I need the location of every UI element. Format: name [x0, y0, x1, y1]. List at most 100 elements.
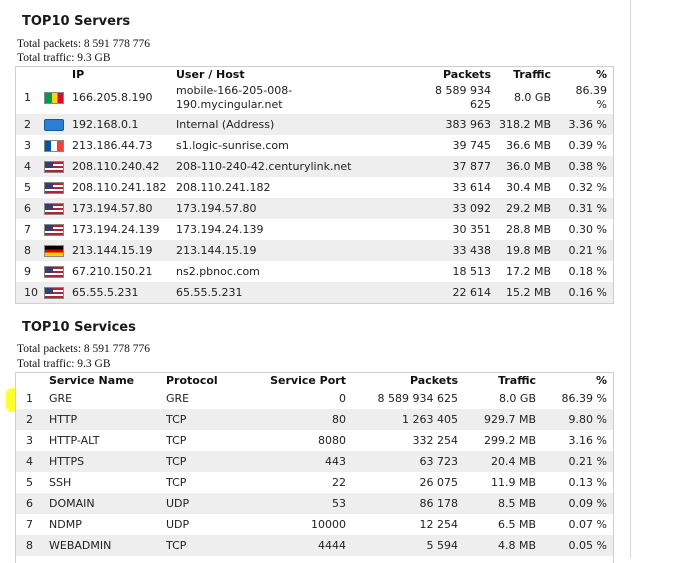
services-body: 1 GRE GRE 0 8 589 934 625 8.0 GB 86.39 % 2 HTTP T…: [16, 388, 613, 556]
table-row: 6 173.194.57.80 173.194.57.80 33 092 29.2 MB…: [16, 198, 613, 219]
table-row: 3 213.186.44.73 s1.logic-sunrise.com 39 745…: [16, 135, 613, 156]
services-total-traffic: Total traffic: 9.3 GB: [17, 358, 111, 370]
table-row: 9 67.210.150.21 ns2.pbnoc.com 18 513 17.2 MB…: [16, 261, 613, 282]
table-row: 2 192.168.0.1 Internal (Address) 383 963 318…: [16, 114, 613, 135]
row-number: 10: [24, 286, 38, 299]
services-header-row: Service Name Protocol Service Port Packe…: [16, 373, 613, 388]
traffic: 17.2 MB: [505, 265, 551, 278]
traffic: 20.4 MB: [490, 455, 536, 468]
page-right-border: [630, 0, 631, 558]
us-flag-icon: [44, 203, 64, 215]
percent: 0.16 %: [568, 286, 607, 299]
table-row: 8 213.144.15.19 213.144.15.19 33 438 19.8 MB…: [16, 240, 613, 261]
col-pct-header: %: [595, 374, 607, 387]
table-row: 7 173.194.24.139 173.194.24.139 30 351 28.8 …: [16, 219, 613, 240]
row-number: 5: [26, 476, 33, 489]
protocol: GRE: [166, 392, 190, 405]
traffic: 19.8 MB: [505, 244, 551, 257]
service-name: HTTP-ALT: [49, 434, 100, 447]
traffic: 8.0 GB: [498, 392, 536, 405]
table-row: 5 208.110.241.182 208.110.241.182 33 614 30.…: [16, 177, 613, 198]
host: Internal (Address): [176, 118, 275, 131]
pct-line-2: %: [596, 98, 607, 111]
wl-flag-icon: [44, 92, 64, 104]
us-flag-icon: [44, 224, 64, 236]
traffic: 30.4 MB: [505, 181, 551, 194]
percent: 0.39 %: [568, 139, 607, 152]
host: ns2.pbnoc.com: [176, 265, 260, 278]
col-protocol-header: Protocol: [166, 374, 218, 387]
us-flag-icon: [44, 161, 64, 173]
servers-header-row: IP User / Host Packets Traffic %: [16, 67, 613, 82]
table-row: 10 65.55.5.231 65.55.5.231 22 614 15.2 MB 0.1…: [16, 282, 613, 303]
table-row: 7 NDMP UDP 10000 12 254 6.5 MB 0.07 %: [16, 514, 613, 535]
host: 173.194.24.139: [176, 223, 264, 236]
service-port: 53: [332, 497, 346, 510]
percent: 0.21 %: [568, 244, 607, 257]
packets: 37 877: [452, 160, 492, 173]
services-title: TOP10 Services: [22, 320, 136, 335]
packets: 22 614: [452, 286, 492, 299]
packets: 86 178: [419, 497, 459, 510]
percent: 0.07 %: [568, 518, 607, 531]
percent: 0.38 %: [568, 160, 607, 173]
host: 208-110-240-42.centurylink.net: [176, 160, 352, 173]
service-port: 22: [332, 476, 346, 489]
table-row: 1 GRE GRE 0 8 589 934 625 8.0 GB 86.39 %: [16, 388, 613, 409]
packets: 8 589 934 625: [377, 392, 458, 405]
service-name: GRE: [49, 392, 73, 405]
percent: 0.18 %: [568, 265, 607, 278]
traffic: 6.5 MB: [497, 518, 536, 531]
traffic: 318.2 MB: [498, 118, 551, 131]
packets: 33 614: [452, 181, 492, 194]
col-traffic-header: Traffic: [513, 68, 551, 81]
service-port: 4444: [318, 539, 346, 552]
traffic: 299.2 MB: [483, 434, 536, 447]
packets: 33 092: [452, 202, 492, 215]
percent: 0.21 %: [568, 455, 607, 468]
packets: 332 254: [412, 434, 459, 447]
servers-table: IP User / Host Packets Traffic % 1 166.20…: [15, 66, 614, 304]
services-total-packets: Total packets: 8 591 778 776: [17, 343, 151, 355]
packets: 63 723: [419, 455, 459, 468]
ip-address: 65.55.5.231: [72, 286, 139, 299]
protocol: TCP: [166, 413, 187, 426]
traffic: 11.9 MB: [490, 476, 536, 489]
col-packets-header: Packets: [443, 68, 491, 81]
packets: 30 351: [452, 223, 492, 236]
percent: 0.13 %: [568, 476, 607, 489]
percent: 86.39 %: [561, 392, 607, 405]
table-row: 4 208.110.240.42 208-110-240-42.centurylin…: [16, 156, 613, 177]
servers-body: 1 166.205.8.190 mobile-166-205-008- 190.myc…: [16, 82, 613, 303]
row-number: 4: [24, 160, 31, 173]
row-number: 7: [26, 518, 33, 531]
protocol: TCP: [166, 434, 187, 447]
row-number: 6: [24, 202, 31, 215]
lan-flag-icon: [44, 119, 64, 131]
traffic: 4.8 MB: [497, 539, 536, 552]
percent: 9.80 %: [568, 413, 607, 426]
ip-address: 208.110.240.42: [72, 160, 160, 173]
pct-line-1: 86.39: [575, 84, 608, 97]
table-row: 2 HTTP TCP 80 1 263 405 929.7 MB 9.80 %: [16, 409, 613, 430]
table-row: 1 166.205.8.190 mobile-166-205-008- 190.myc…: [16, 82, 613, 114]
service-port: 80: [332, 413, 346, 426]
traffic: 28.8 MB: [505, 223, 551, 236]
percent: 0.31 %: [568, 202, 607, 215]
col-service-name-header: Service Name: [49, 374, 135, 387]
service-port: 0: [339, 392, 346, 405]
ip-address: 67.210.150.21: [72, 265, 153, 278]
row-number: 8: [26, 539, 33, 552]
packets: 33 438: [452, 244, 492, 257]
packets: 12 254: [419, 518, 459, 531]
row-number: 9: [24, 265, 31, 278]
traffic: 36.0 MB: [505, 160, 551, 173]
us-flag-icon: [44, 266, 64, 278]
percent: 3.16 %: [568, 434, 607, 447]
de-flag-icon: [44, 245, 64, 257]
packets: 39 745: [452, 139, 492, 152]
col-service-port-header: Service Port: [270, 374, 346, 387]
col-host-header: User / Host: [176, 68, 245, 81]
traffic: 8.5 MB: [497, 497, 536, 510]
servers-total-traffic: Total traffic: 9.3 GB: [17, 52, 111, 64]
